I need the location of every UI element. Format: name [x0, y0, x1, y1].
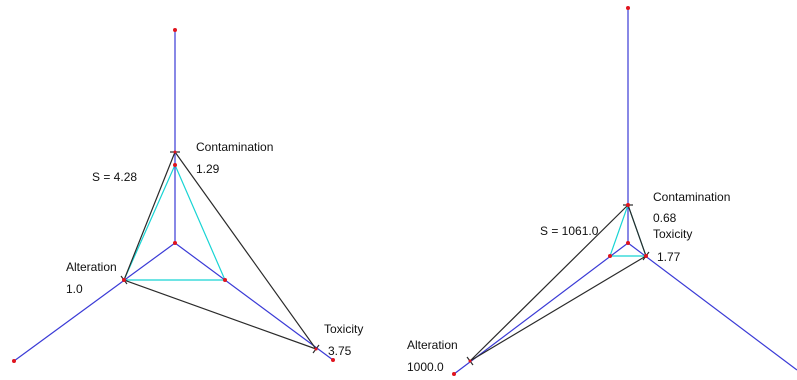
toxicity-label: Toxicity [653, 227, 692, 241]
reference-point [608, 254, 612, 258]
alteration-value: 1.0 [66, 282, 83, 296]
alteration-value: 1000.0 [407, 360, 444, 374]
contamination-label: Contamination [196, 140, 273, 154]
center-point [173, 241, 177, 245]
score-label: S = 1061.0 [540, 224, 599, 238]
reference-point [173, 163, 177, 167]
value-point [173, 150, 177, 154]
triad-diagram-1: S = 4.28 Contamination 1.29 Alteration 1… [12, 28, 363, 363]
axes [453, 8, 797, 375]
vertex-ticks [120, 151, 320, 354]
toxicity-value: 3.75 [328, 344, 352, 358]
axes [13, 30, 334, 362]
axis-end-point [12, 359, 16, 363]
points [452, 6, 648, 376]
score-label: S = 4.28 [92, 170, 137, 184]
reference-point [223, 278, 227, 282]
toxicity-label: Toxicity [324, 322, 363, 336]
toxicity-value: 1.77 [657, 250, 681, 264]
contamination-value: 1.29 [196, 162, 220, 176]
axis-alteration [13, 242, 176, 362]
value-triangle [469, 203, 647, 362]
value-point [314, 347, 318, 351]
value-point [468, 359, 472, 363]
reference-point [626, 203, 630, 207]
axis-toxicity [174, 242, 334, 361]
axis-end-point [452, 372, 456, 376]
alteration-label: Alteration [66, 260, 117, 274]
triad-diagram-2: S = 1061.0 Contamination 0.68 Toxicity 1… [407, 6, 797, 376]
value-triangle [123, 150, 318, 351]
points [12, 28, 335, 363]
reference-point [644, 254, 648, 258]
center-point [626, 241, 630, 245]
alteration-label: Alteration [407, 338, 458, 352]
axis-end-point [331, 358, 335, 362]
contamination-label: Contamination [653, 190, 730, 204]
axis-end-point [173, 28, 177, 32]
axis-end-point [626, 6, 630, 10]
contamination-value: 0.68 [653, 211, 677, 225]
reference-triangle [123, 163, 226, 281]
reference-point [122, 278, 126, 282]
axis-toxicity [627, 242, 797, 371]
axis-alteration [453, 242, 629, 375]
